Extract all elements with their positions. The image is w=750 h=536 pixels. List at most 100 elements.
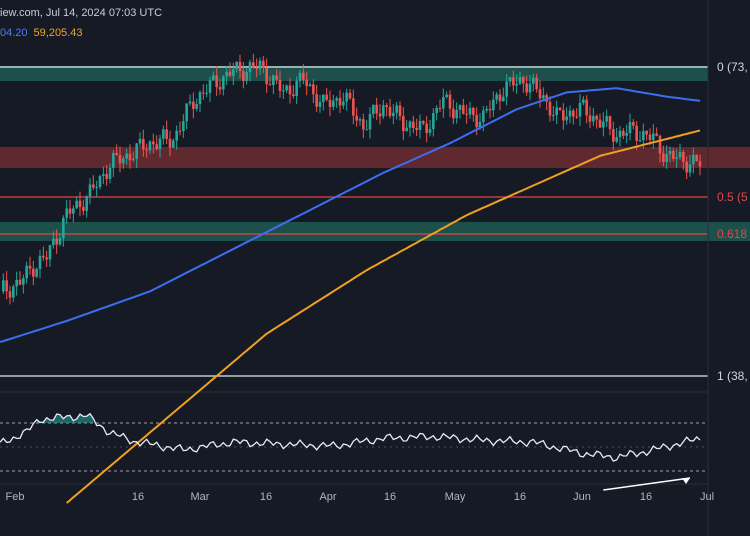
candle-body [475, 114, 478, 128]
candle-body [265, 67, 268, 85]
candle-body [232, 69, 235, 76]
candle-body [335, 98, 338, 101]
candle-body [42, 255, 45, 258]
candle-body [512, 77, 515, 86]
candle-body [128, 153, 132, 161]
candle-body [228, 71, 232, 76]
candle-body [578, 102, 582, 117]
candle-body [498, 94, 502, 102]
candle-body [448, 94, 452, 109]
x-tick-label: May [445, 491, 466, 503]
candle-body [548, 101, 552, 116]
rsi-layer [0, 412, 701, 491]
candle-body [655, 133, 658, 136]
candle-body [172, 140, 175, 148]
candle-body [145, 149, 148, 151]
candle-body [642, 130, 645, 141]
candle-body [242, 71, 245, 81]
price-layer [2, 53, 702, 305]
candle-body [462, 105, 465, 114]
candle-body [455, 109, 458, 119]
candle-body [188, 101, 192, 104]
candle-body [302, 72, 305, 80]
candle-body [658, 135, 662, 154]
candle-body [388, 106, 392, 117]
rsi-line [0, 412, 701, 462]
candle-body [248, 62, 252, 72]
candle-body [332, 100, 335, 107]
candle-body [422, 120, 425, 124]
candle-body [375, 104, 378, 114]
candle-body [515, 83, 518, 86]
candle-body [15, 279, 18, 287]
candle-body [445, 94, 448, 98]
candle-body [482, 110, 485, 122]
fib-label-1: 1 (38, [717, 369, 748, 383]
ma-fast-line [0, 87, 701, 344]
candle-body [465, 113, 468, 115]
candle-body [322, 94, 325, 102]
x-tick-label: Mar [191, 491, 210, 503]
x-tick-label: 16 [514, 491, 526, 503]
candle-body [402, 116, 405, 132]
candle-body [98, 175, 102, 188]
rsi-overbought-fill [36, 413, 94, 423]
candle-body [542, 95, 545, 99]
candle-body [645, 130, 648, 135]
x-tick-label: 16 [640, 491, 652, 503]
candle-body [262, 60, 265, 68]
candle-body [518, 77, 522, 84]
candle-body [595, 115, 598, 120]
candle-body [48, 245, 52, 260]
candle-body [372, 104, 375, 115]
candle-body [665, 154, 668, 162]
candle-body [95, 187, 98, 189]
candle-body [82, 207, 85, 211]
candle-body [105, 174, 108, 179]
candle-body [678, 152, 682, 158]
fib-label-0: 0 (73, [717, 60, 748, 74]
candle-body [152, 141, 155, 145]
candle-body [272, 75, 275, 86]
candle-body [5, 280, 8, 292]
candle-body [308, 84, 312, 87]
candle-body [345, 92, 348, 102]
candle-body [25, 265, 28, 279]
candle-body [505, 81, 508, 97]
candle-body [258, 60, 262, 69]
candle-body [108, 167, 112, 179]
candle-body [198, 92, 202, 105]
candle-body [405, 127, 408, 132]
x-tick-label: Feb [6, 491, 25, 503]
candle-body [18, 279, 22, 285]
candle-body [92, 184, 95, 188]
candle-body [312, 84, 315, 95]
candle-body [88, 184, 92, 197]
candle-body [535, 77, 538, 90]
candle-body [418, 120, 422, 130]
candle-body [622, 130, 625, 136]
candle-body [22, 278, 25, 285]
candle-body [268, 84, 272, 86]
ma-slow-line [66, 129, 701, 504]
candle-body [212, 75, 215, 81]
candle-body [318, 101, 322, 107]
candle-body [175, 130, 178, 141]
candle-body [278, 79, 282, 91]
candle-body [525, 83, 528, 93]
candle-body [688, 164, 692, 173]
candle-body [602, 121, 605, 128]
candle-body [485, 108, 488, 111]
candle-body [215, 75, 218, 88]
time-axis: Feb 16 Mar 16 Apr 16 May 16 Jun 16 Jul [6, 491, 715, 503]
candle-body [38, 255, 42, 269]
candle-body [508, 77, 512, 82]
candle-body [355, 115, 358, 121]
candle-body [68, 208, 72, 214]
candle-body [648, 134, 652, 141]
candle-body [598, 119, 602, 128]
candle-body [305, 79, 308, 87]
candle-body [628, 122, 632, 134]
candle-body [342, 101, 345, 106]
